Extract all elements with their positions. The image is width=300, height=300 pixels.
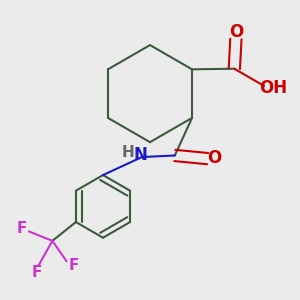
Text: F: F xyxy=(68,258,79,273)
Text: N: N xyxy=(133,146,147,164)
Text: OH: OH xyxy=(259,80,287,98)
Text: O: O xyxy=(230,23,244,41)
Text: F: F xyxy=(32,265,42,280)
Text: H: H xyxy=(122,145,134,160)
Text: F: F xyxy=(17,221,27,236)
Text: O: O xyxy=(208,149,222,167)
